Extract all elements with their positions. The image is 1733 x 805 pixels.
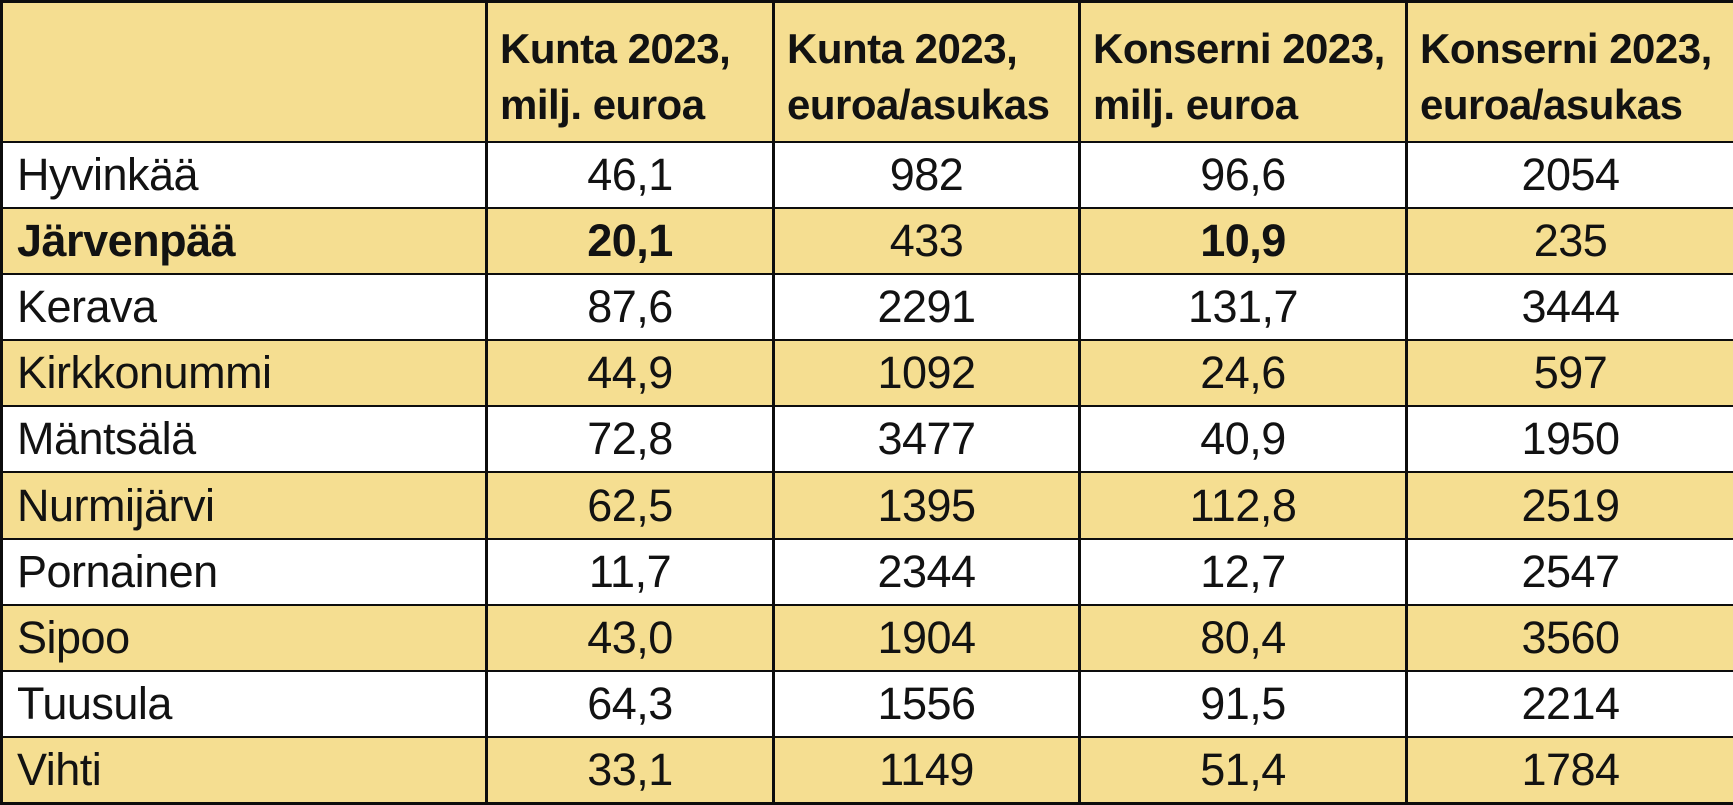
- cell-value: 2291: [772, 272, 1081, 342]
- cell-value: 2547: [1405, 537, 1733, 606]
- row-label: Nurmijärvi: [0, 471, 488, 540]
- cell-value: 24,6: [1078, 339, 1408, 408]
- cell-value: 10,9: [1078, 206, 1408, 275]
- cell-value: 96,6: [1078, 140, 1408, 209]
- column-header-kunta-milj: Kunta 2023, milj. euroa: [485, 0, 775, 143]
- cell-value: 112,8: [1078, 471, 1408, 540]
- cell-value: 40,9: [1078, 405, 1408, 474]
- table-row-sipoo: Sipoo 43,0 1904 80,4 3560: [0, 603, 1733, 673]
- table-row-kirkkonummi: Kirkkonummi 44,9 1092 24,6 597: [0, 339, 1733, 408]
- column-header-konserni-milj: Konserni 2023, milj. euroa: [1078, 0, 1408, 143]
- column-header-kunta-per-capita: Kunta 2023, euroa/asukas: [772, 0, 1081, 143]
- row-label: Mäntsälä: [0, 405, 488, 474]
- cell-value: 11,7: [485, 537, 775, 606]
- row-label: Pornainen: [0, 537, 488, 606]
- header-row: Kunta 2023, milj. euroa Kunta 2023, euro…: [0, 0, 1733, 143]
- row-label: Järvenpää: [0, 206, 488, 275]
- table-row-pornainen: Pornainen 11,7 2344 12,7 2547: [0, 537, 1733, 606]
- table-body: Hyvinkää 46,1 982 96,6 2054 Järvenpää 20…: [0, 140, 1733, 805]
- column-header-konserni-per-capita: Konserni 2023, euroa/asukas: [1405, 0, 1733, 143]
- row-label: Tuusula: [0, 669, 488, 739]
- corner-cell: [0, 0, 488, 143]
- row-label: Kirkkonummi: [0, 339, 488, 408]
- cell-value: 982: [772, 140, 1081, 209]
- cell-value: 72,8: [485, 405, 775, 474]
- cell-value: 1092: [772, 339, 1081, 408]
- cell-value: 64,3: [485, 669, 775, 739]
- row-label: Hyvinkää: [0, 140, 488, 209]
- cell-value: 80,4: [1078, 603, 1408, 673]
- cell-value: 1395: [772, 471, 1081, 540]
- cell-value: 433: [772, 206, 1081, 275]
- row-label: Kerava: [0, 272, 488, 342]
- cell-value: 131,7: [1078, 272, 1408, 342]
- cell-value: 51,4: [1078, 736, 1408, 805]
- table-row-tuusula: Tuusula 64,3 1556 91,5 2214: [0, 669, 1733, 739]
- cell-value: 44,9: [485, 339, 775, 408]
- cell-value: 3444: [1405, 272, 1733, 342]
- cell-value: 1784: [1405, 736, 1733, 805]
- cell-value: 62,5: [485, 471, 775, 540]
- cell-value: 87,6: [485, 272, 775, 342]
- cell-value: 43,0: [485, 603, 775, 673]
- cell-value: 1556: [772, 669, 1081, 739]
- cell-value: 3560: [1405, 603, 1733, 673]
- table-row-kerava: Kerava 87,6 2291 131,7 3444: [0, 272, 1733, 342]
- cell-value: 597: [1405, 339, 1733, 408]
- cell-value: 1149: [772, 736, 1081, 805]
- cell-value: 2519: [1405, 471, 1733, 540]
- cell-value: 20,1: [485, 206, 775, 275]
- cell-value: 33,1: [485, 736, 775, 805]
- table-row-jarvenpaa: Järvenpää 20,1 433 10,9 235: [0, 206, 1733, 275]
- cell-value: 3477: [772, 405, 1081, 474]
- cell-value: 2054: [1405, 140, 1733, 209]
- table-row-nurmijarvi: Nurmijärvi 62,5 1395 112,8 2519: [0, 471, 1733, 540]
- cell-value: 235: [1405, 206, 1733, 275]
- cell-value: 2344: [772, 537, 1081, 606]
- cell-value: 91,5: [1078, 669, 1408, 739]
- cell-value: 46,1: [485, 140, 775, 209]
- cell-value: 2214: [1405, 669, 1733, 739]
- table-row-mantsala: Mäntsälä 72,8 3477 40,9 1950: [0, 405, 1733, 474]
- cell-value: 1950: [1405, 405, 1733, 474]
- table-header: Kunta 2023, milj. euroa Kunta 2023, euro…: [0, 0, 1733, 143]
- cell-value: 12,7: [1078, 537, 1408, 606]
- cell-value: 1904: [772, 603, 1081, 673]
- row-label: Sipoo: [0, 603, 488, 673]
- row-label: Vihti: [0, 736, 488, 805]
- table-row-hyvinkaa: Hyvinkää 46,1 982 96,6 2054: [0, 140, 1733, 209]
- table-row-vihti: Vihti 33,1 1149 51,4 1784: [0, 736, 1733, 805]
